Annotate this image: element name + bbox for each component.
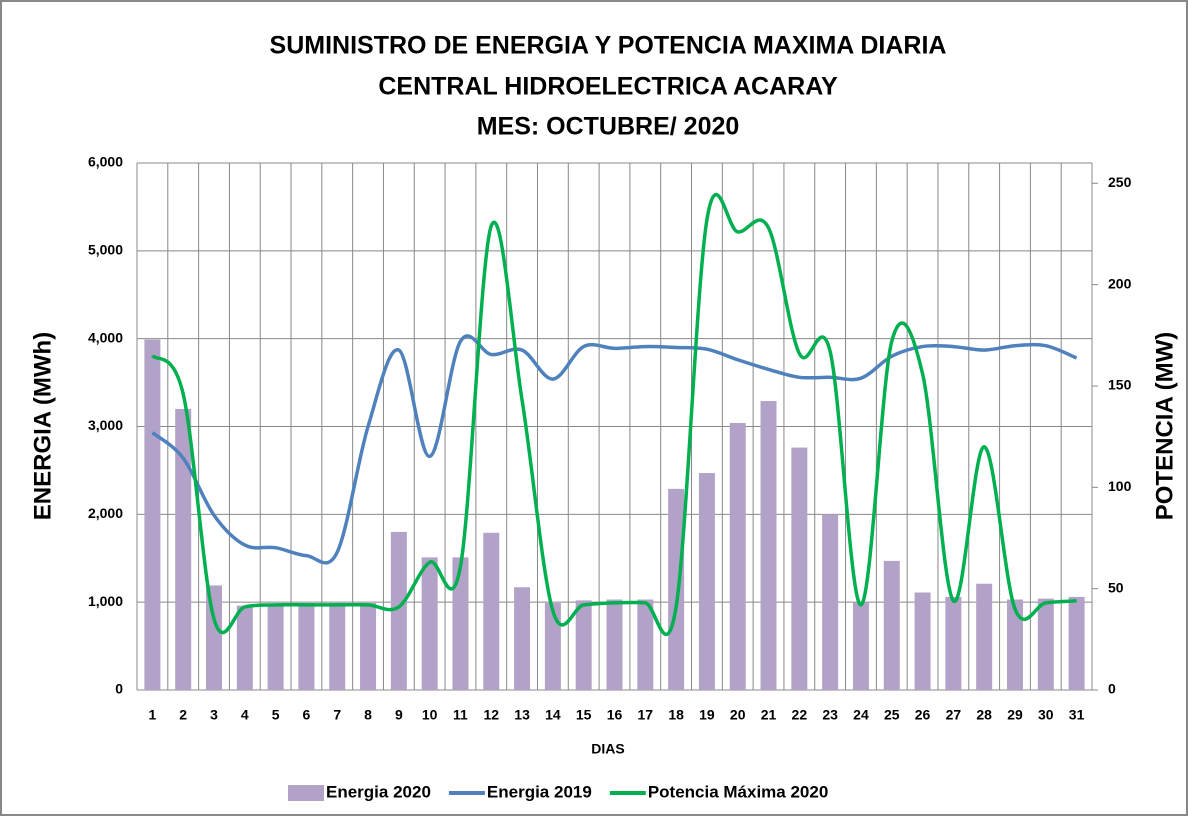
bar bbox=[976, 583, 993, 690]
x-tick-label: 26 bbox=[915, 707, 931, 723]
bar bbox=[236, 605, 253, 690]
bar bbox=[914, 592, 931, 690]
x-tick-label: 29 bbox=[1007, 707, 1023, 723]
y2-tick-label: 100 bbox=[1108, 478, 1132, 494]
y-tick-label: 6,000 bbox=[88, 154, 123, 170]
x-tick-label: 17 bbox=[638, 707, 654, 723]
bar bbox=[514, 587, 531, 690]
y-tick-label: 2,000 bbox=[88, 505, 123, 521]
x-tick-label: 25 bbox=[884, 707, 900, 723]
bar bbox=[421, 557, 438, 690]
bar bbox=[267, 603, 284, 690]
x-tick-label: 3 bbox=[210, 707, 218, 723]
bar bbox=[298, 603, 315, 690]
bar bbox=[360, 603, 377, 690]
x-axis-label: DIAS bbox=[591, 741, 624, 757]
x-tick-label: 10 bbox=[422, 707, 438, 723]
chart-title: CENTRAL HIDROELECTRICA ACARAY bbox=[378, 73, 838, 101]
x-tick-label: 8 bbox=[364, 707, 372, 723]
y2-tick-label: 250 bbox=[1108, 174, 1132, 190]
y2-tick-label: 0 bbox=[1108, 681, 1116, 697]
bar bbox=[945, 596, 962, 690]
bar bbox=[483, 532, 500, 690]
bar bbox=[452, 557, 469, 690]
y2-tick-label: 200 bbox=[1108, 275, 1132, 291]
y-axis-label: ENERGIA (MWh) bbox=[29, 332, 56, 520]
y-tick-label: 1,000 bbox=[88, 593, 123, 609]
x-tick-label: 14 bbox=[545, 707, 561, 723]
x-tick-label: 18 bbox=[668, 707, 684, 723]
bar bbox=[329, 603, 346, 690]
bar bbox=[175, 408, 192, 690]
x-tick-label: 16 bbox=[607, 707, 623, 723]
bar bbox=[822, 514, 839, 690]
bar bbox=[698, 473, 715, 690]
y-tick-label: 0 bbox=[115, 681, 123, 697]
x-tick-label: 30 bbox=[1038, 707, 1054, 723]
bar bbox=[729, 422, 746, 690]
y-tick-label: 4,000 bbox=[88, 329, 123, 345]
x-tick-label: 9 bbox=[395, 707, 403, 723]
x-tick-label: 1 bbox=[149, 707, 157, 723]
x-tick-label: 13 bbox=[514, 707, 530, 723]
legend-label: Potencia Máxima 2020 bbox=[648, 782, 828, 801]
bar bbox=[575, 600, 592, 690]
x-tick-label: 6 bbox=[303, 707, 311, 723]
bar bbox=[390, 531, 407, 690]
legend-label: Energia 2020 bbox=[326, 782, 431, 801]
x-tick-label: 19 bbox=[699, 707, 715, 723]
bar bbox=[606, 599, 623, 690]
legend-swatch bbox=[288, 785, 324, 801]
bar bbox=[852, 602, 869, 690]
bar bbox=[144, 339, 161, 690]
x-tick-label: 21 bbox=[761, 707, 777, 723]
bar bbox=[1006, 599, 1023, 690]
x-tick-label: 27 bbox=[946, 707, 962, 723]
x-tick-label: 22 bbox=[792, 707, 808, 723]
x-tick-label: 5 bbox=[272, 707, 280, 723]
bar bbox=[637, 599, 654, 690]
x-tick-label: 4 bbox=[241, 707, 249, 723]
y-tick-label: 5,000 bbox=[88, 242, 123, 258]
x-tick-label: 31 bbox=[1069, 707, 1085, 723]
y2-tick-label: 50 bbox=[1108, 579, 1124, 595]
bar bbox=[206, 585, 223, 690]
x-tick-label: 23 bbox=[822, 707, 838, 723]
y2-axis-label: POTENCIA (MW) bbox=[1151, 332, 1178, 520]
y-tick-label: 3,000 bbox=[88, 417, 123, 433]
x-tick-label: 15 bbox=[576, 707, 592, 723]
x-tick-label: 12 bbox=[483, 707, 499, 723]
bar bbox=[760, 401, 777, 690]
bar bbox=[883, 560, 900, 690]
y2-tick-label: 150 bbox=[1108, 377, 1132, 393]
x-tick-label: 2 bbox=[179, 707, 187, 723]
legend-label: Energia 2019 bbox=[487, 782, 592, 801]
x-tick-label: 28 bbox=[976, 707, 992, 723]
bar bbox=[1068, 596, 1085, 690]
x-tick-label: 20 bbox=[730, 707, 746, 723]
x-tick-label: 7 bbox=[333, 707, 341, 723]
bar bbox=[791, 447, 808, 690]
chart-title: SUMINISTRO DE ENERGIA Y POTENCIA MAXIMA … bbox=[270, 32, 947, 60]
x-tick-label: 11 bbox=[453, 707, 468, 723]
bar bbox=[544, 603, 561, 690]
bar bbox=[668, 488, 685, 690]
bar bbox=[1037, 598, 1054, 690]
x-tick-label: 24 bbox=[853, 707, 869, 723]
chart-title: MES: OCTUBRE/ 2020 bbox=[477, 113, 740, 141]
line bbox=[151, 192, 1077, 637]
